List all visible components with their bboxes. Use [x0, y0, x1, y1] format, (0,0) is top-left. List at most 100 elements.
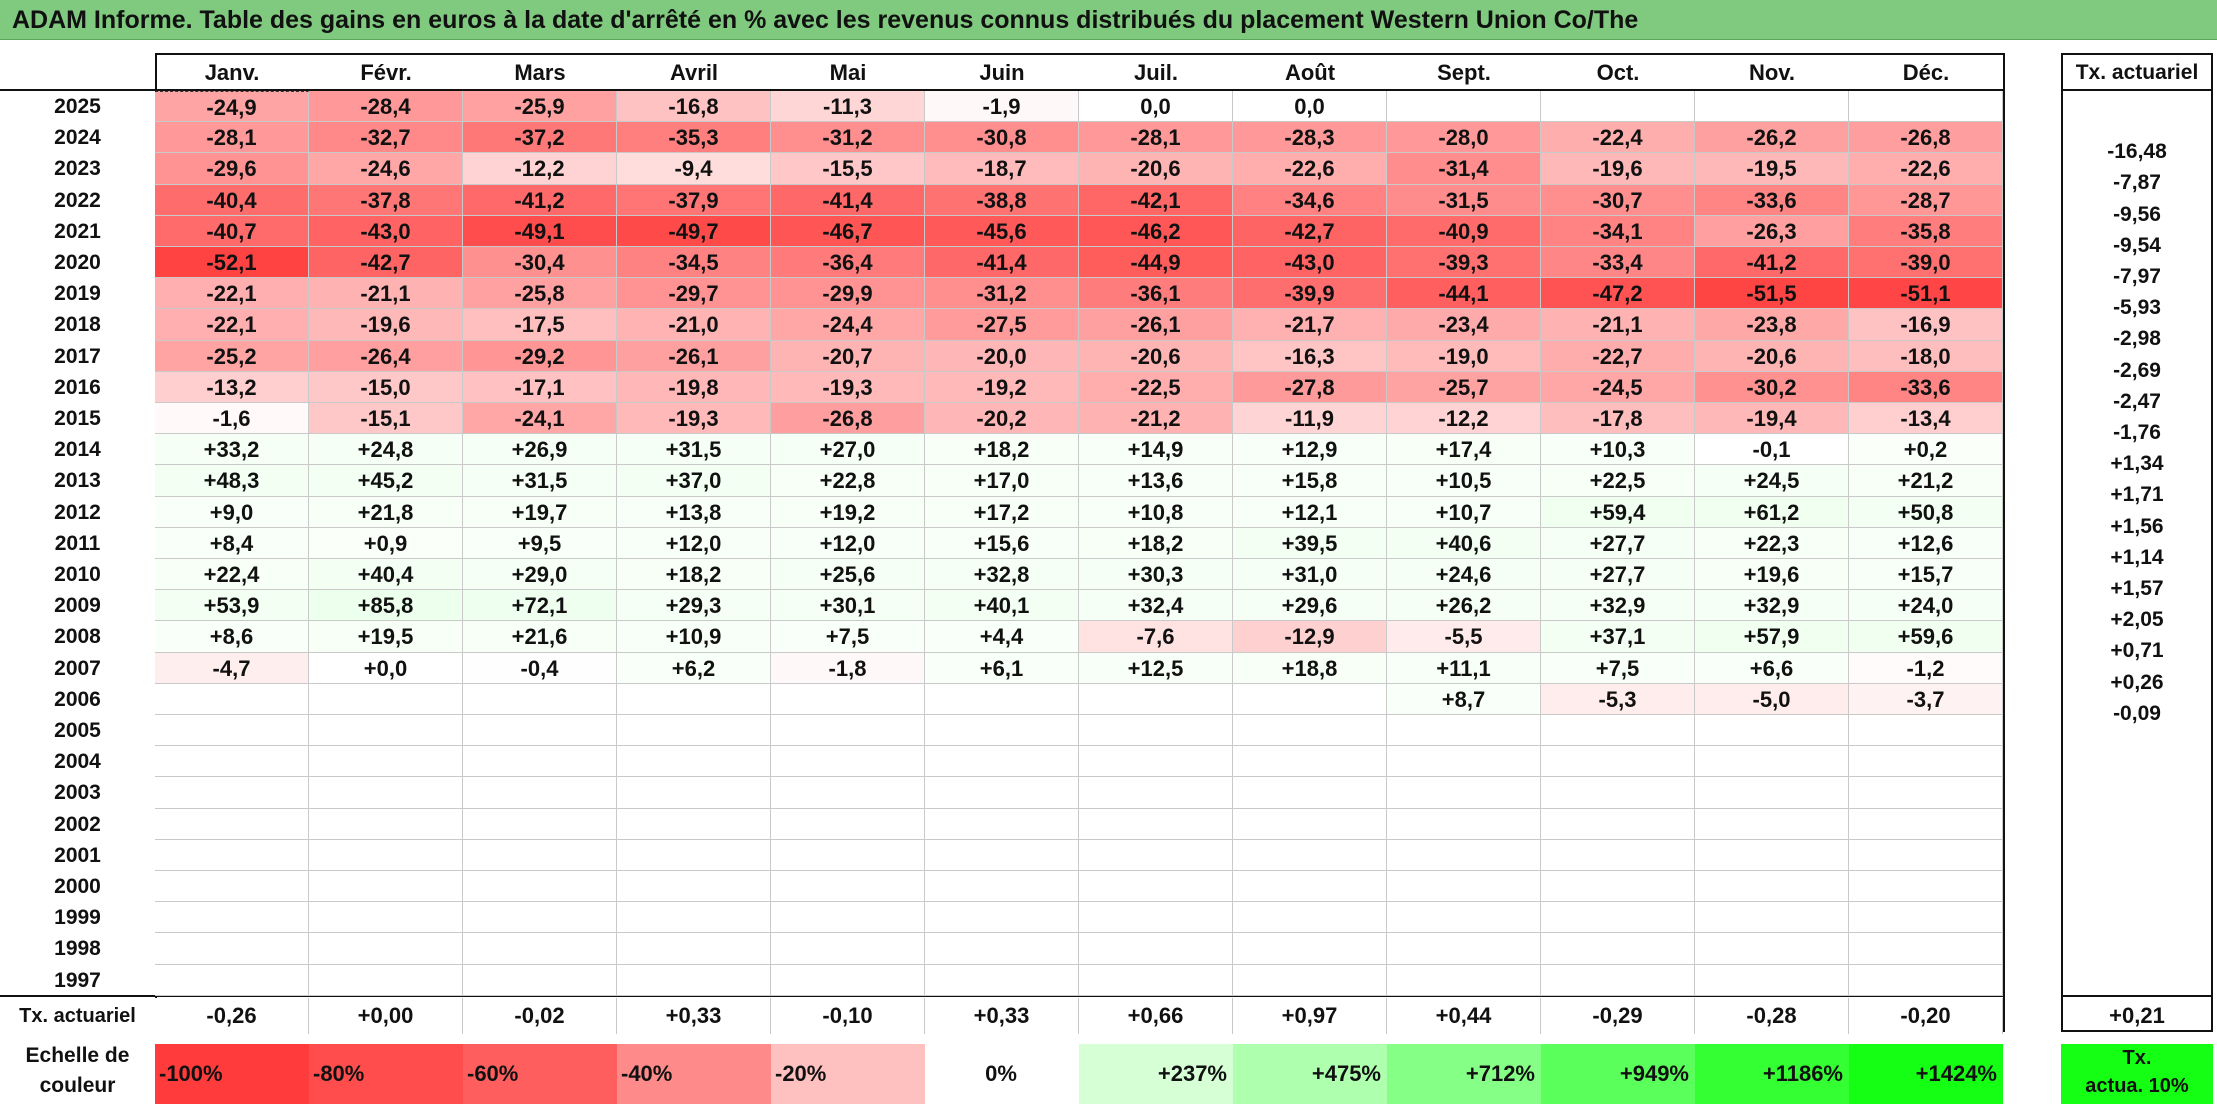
table-cell: -51,5	[1695, 278, 1849, 310]
table-cell: -19,6	[1541, 153, 1695, 185]
table-cell	[1079, 715, 1233, 747]
table-cell	[463, 839, 617, 871]
year-label: 2019	[54, 282, 101, 306]
table-cell: -43,0	[309, 215, 463, 247]
footer-cell: +0,33	[925, 997, 1079, 1034]
table-cell	[617, 777, 771, 809]
table-cell: -40,9	[1387, 215, 1541, 247]
table-cell: -18,0	[1849, 340, 2003, 372]
actuariel-header: Tx. actuariel	[2075, 61, 2199, 84]
table-cell: +10,9	[617, 621, 771, 653]
table-cell	[309, 777, 463, 809]
footer-cell: -0,10	[771, 997, 925, 1034]
actuariel-value	[2061, 823, 2213, 854]
table-cell	[925, 683, 1079, 715]
table-cell: -1,2	[1849, 652, 2003, 684]
table-cell: -29,7	[617, 278, 771, 310]
table-cell: -31,5	[1387, 184, 1541, 216]
table-cell: -52,1	[155, 247, 309, 279]
table-cell: +32,9	[1541, 590, 1695, 622]
actuariel-value: -2,69	[2113, 358, 2161, 382]
actuariel-value: +0,26	[2110, 670, 2164, 694]
table-cell	[1695, 871, 1849, 903]
table-cell: -1,6	[155, 403, 309, 435]
table-cell	[1541, 91, 1695, 123]
table-cell: -36,4	[771, 247, 925, 279]
table-cell: -27,8	[1233, 371, 1387, 403]
table-cell	[1079, 746, 1233, 778]
table-cell: -41,2	[463, 184, 617, 216]
month-header: Mai	[829, 60, 867, 85]
table-cell	[1541, 715, 1695, 747]
table-cell	[1849, 777, 2003, 809]
year-label: 2020	[54, 251, 101, 274]
table-cell: -21,1	[1541, 309, 1695, 341]
table-cell: -19,4	[1695, 403, 1849, 435]
table-cell: -25,2	[155, 340, 309, 372]
table-cell: -39,0	[1849, 247, 2003, 279]
table-cell	[1233, 964, 1387, 996]
table-cell: +22,3	[1695, 527, 1849, 559]
table-cell: -19,6	[309, 309, 463, 341]
table-cell: -13,2	[155, 371, 309, 403]
table-cell: +27,7	[1541, 527, 1695, 559]
table-cell: +27,7	[1541, 559, 1695, 591]
table-cell	[1387, 715, 1541, 747]
table-cell: -20,6	[1079, 340, 1233, 372]
table-cell: -26,2	[1695, 122, 1849, 154]
table-cell: +32,4	[1079, 590, 1233, 622]
table-cell: +24,0	[1849, 590, 2003, 622]
table-cell: +4,4	[925, 621, 1079, 653]
legend-swatch: +475%	[1233, 1044, 1387, 1104]
table-cell: -35,8	[1849, 215, 2003, 247]
table-cell: -21,0	[617, 309, 771, 341]
legend-swatch: +1186%	[1695, 1044, 1849, 1104]
table-cell	[1541, 902, 1695, 934]
table-cell: -20,6	[1079, 153, 1233, 185]
table-cell: -19,8	[617, 371, 771, 403]
table-cell: +10,7	[1387, 496, 1541, 528]
table-cell: -21,7	[1233, 309, 1387, 341]
legend-label-line2: couleur	[39, 1074, 116, 1097]
table-cell: -27,5	[925, 309, 1079, 341]
table-cell	[1233, 683, 1387, 715]
table-cell: +39,5	[1233, 527, 1387, 559]
table-cell: -9,4	[617, 153, 771, 185]
table-cell: -28,1	[155, 122, 309, 154]
table-cell: +30,1	[771, 590, 925, 622]
table-cell: -12,9	[1233, 621, 1387, 653]
table-cell: +9,0	[155, 496, 309, 528]
actuariel-value: -2,98	[2113, 327, 2161, 351]
table-cell: +32,8	[925, 559, 1079, 591]
table-cell: -34,6	[1233, 184, 1387, 216]
legend-swatch: -40%	[617, 1044, 771, 1104]
legend-swatch: -60%	[463, 1044, 617, 1104]
table-cell: -22,6	[1849, 153, 2003, 185]
actuariel-value	[2061, 916, 2213, 947]
legend-swatch: +1424%	[1849, 1044, 2003, 1104]
table-cell	[1233, 933, 1387, 965]
month-header: Sept.	[1437, 60, 1491, 85]
table-cell	[309, 746, 463, 778]
year-label: 2006	[54, 687, 101, 711]
table-cell	[309, 902, 463, 934]
legend-swatch: 0%	[925, 1044, 1079, 1104]
table-cell: -36,1	[1079, 278, 1233, 310]
table-cell	[463, 808, 617, 840]
table-cell	[925, 933, 1079, 965]
table-cell: -32,7	[309, 122, 463, 154]
table-cell: +10,8	[1079, 496, 1233, 528]
table-cell	[309, 871, 463, 903]
table-cell: +19,5	[309, 621, 463, 653]
table-cell	[771, 777, 925, 809]
table-cell	[1541, 871, 1695, 903]
table-cell: -42,1	[1079, 184, 1233, 216]
year-label: 2008	[54, 625, 101, 649]
table-cell: -30,2	[1695, 371, 1849, 403]
table-cell	[1541, 964, 1695, 996]
table-cell: -31,2	[925, 278, 1079, 310]
table-cell: -45,6	[925, 215, 1079, 247]
table-cell	[309, 839, 463, 871]
table-cell: -28,0	[1387, 122, 1541, 154]
table-cell: -31,2	[771, 122, 925, 154]
